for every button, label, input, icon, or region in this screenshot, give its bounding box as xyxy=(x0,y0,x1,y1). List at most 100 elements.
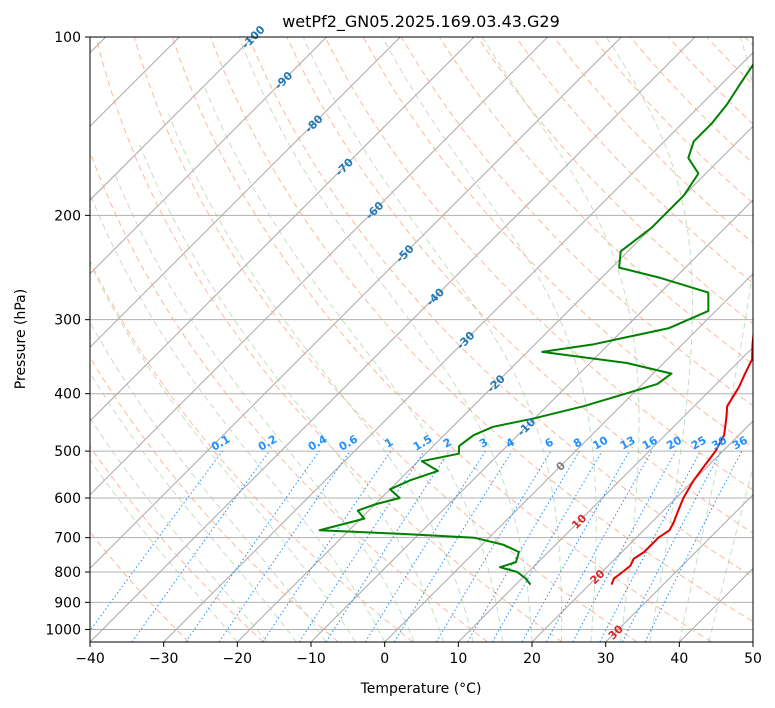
mixing-ratio-label: 6 xyxy=(543,435,556,450)
isotherm-line xyxy=(457,346,753,642)
moist-adiabat xyxy=(481,37,640,642)
mixing-ratio-line xyxy=(185,450,320,642)
mixing-ratio-label: 8 xyxy=(571,436,584,451)
chart-title: wetPf2_GN05.2025.169.03.43.G29 xyxy=(282,12,560,32)
mixing-ratio-label: 0.6 xyxy=(337,432,361,453)
dry-adiabat xyxy=(706,37,753,86)
mixing-ratio-line xyxy=(364,450,486,642)
isotherm-line xyxy=(384,272,753,642)
isotherm-line xyxy=(163,51,753,642)
dry-adiabat xyxy=(668,37,753,125)
y-tick-label: 800 xyxy=(54,565,81,581)
isotherm-line xyxy=(90,37,401,349)
isotherm-line xyxy=(90,37,475,422)
mixing-ratio-label: 1.5 xyxy=(411,433,434,454)
dry-adiabat xyxy=(744,37,753,47)
mixing-ratio-label: 36 xyxy=(730,433,750,452)
moist-adiabat xyxy=(90,417,268,642)
y-axis-label: Pressure (hPa) xyxy=(13,289,29,389)
mixing-ratio-line xyxy=(298,450,425,642)
mixing-ratio-line xyxy=(572,450,677,642)
moist-adiabat xyxy=(302,37,563,642)
dry-adiabat xyxy=(286,37,753,534)
isotherm-line xyxy=(90,37,549,496)
mixing-ratio-line xyxy=(90,450,223,632)
isotherm-line xyxy=(752,641,753,642)
mixing-ratio-line xyxy=(521,450,630,642)
y-tick-label: 400 xyxy=(54,387,81,403)
temperature-profile xyxy=(610,328,753,585)
dry-adiabat xyxy=(90,150,488,642)
x-tick-label: 50 xyxy=(744,651,762,667)
isotherm-line xyxy=(678,567,753,642)
moist-adiabat xyxy=(90,262,356,642)
isotherm-line xyxy=(90,37,328,275)
moist-adiabat xyxy=(238,37,533,642)
dry-adiabat xyxy=(90,259,414,642)
y-tick-label: 200 xyxy=(54,208,81,224)
isotherm-line xyxy=(531,420,753,642)
x-axis-label: Temperature (°C) xyxy=(360,681,482,697)
isotherm-line xyxy=(236,125,753,642)
isotherm-line xyxy=(310,199,753,642)
mixing-ratio-line xyxy=(467,450,580,642)
x-tick-label: −30 xyxy=(149,651,179,667)
mixing-ratio-label: 13 xyxy=(618,434,638,453)
moist-adiabat xyxy=(203,83,503,642)
moist-adiabat xyxy=(708,465,753,642)
dry-adiabat xyxy=(95,37,563,642)
mixing-ratio-line xyxy=(393,450,513,642)
mixing-ratio-line xyxy=(218,450,351,642)
isotherm-line xyxy=(605,493,753,642)
mixing-ratio-label: 0.2 xyxy=(256,433,279,454)
x-tick-label: −10 xyxy=(296,651,326,667)
dry-adiabat xyxy=(553,37,753,244)
y-tick-label: 100 xyxy=(54,30,81,46)
moist-adiabat xyxy=(137,141,445,642)
x-tick-label: 10 xyxy=(449,651,467,667)
moist-adiabat xyxy=(678,37,753,642)
y-tick-label: 900 xyxy=(54,595,81,611)
moist-adiabat xyxy=(90,321,327,642)
profile-lines xyxy=(318,62,753,586)
isotherm-label: -90 xyxy=(272,69,295,92)
moist-adiabat xyxy=(168,114,474,642)
dry-adiabat xyxy=(515,37,753,284)
dry-adiabat xyxy=(324,37,753,491)
dry-adiabat xyxy=(90,445,264,642)
isotherm-label: -70 xyxy=(333,155,356,178)
dry-adiabat xyxy=(210,37,753,623)
mixing-ratio-label: 30 xyxy=(709,433,729,452)
background-lines xyxy=(90,37,753,642)
x-tick-label: 20 xyxy=(523,651,541,667)
x-tick-label: 40 xyxy=(670,651,688,667)
y-axis: 100 200 300 400 500 600 700 800 900 1000 xyxy=(45,30,90,638)
x-tick-label: −20 xyxy=(223,651,253,667)
moist-adiabat xyxy=(90,371,297,642)
mixing-ratio-label: 16 xyxy=(640,433,660,452)
dry-adiabat xyxy=(133,37,638,642)
mixing-ratio-label: 25 xyxy=(689,434,709,453)
mixing-ratio-line xyxy=(262,450,392,642)
mixing-ratio-label: 0.4 xyxy=(306,432,330,453)
moist-adiabat xyxy=(381,37,597,642)
x-tick-label: 30 xyxy=(597,651,615,667)
isotherm-line xyxy=(90,37,254,201)
dry-adiabat xyxy=(248,37,753,578)
isotherm-line xyxy=(90,37,622,570)
moist-adiabat xyxy=(114,173,415,642)
y-tick-label: 500 xyxy=(54,444,81,460)
mixing-ratio-line xyxy=(131,450,270,642)
mixing-ratio-line xyxy=(545,450,653,642)
dewpoint-profile xyxy=(318,62,753,586)
mixing-ratio-label: 10 xyxy=(591,433,611,452)
mixing-ratio-line xyxy=(644,450,743,642)
moist-adiabat xyxy=(90,459,238,642)
mixing-ratio-label: 3 xyxy=(477,436,490,451)
x-tick-label: 0 xyxy=(380,651,389,667)
mixing-ratio-label: 0.1 xyxy=(209,433,232,454)
y-tick-label: 300 xyxy=(54,313,81,329)
dry-adiabat xyxy=(171,37,712,642)
y-tick-label: 600 xyxy=(54,491,81,507)
